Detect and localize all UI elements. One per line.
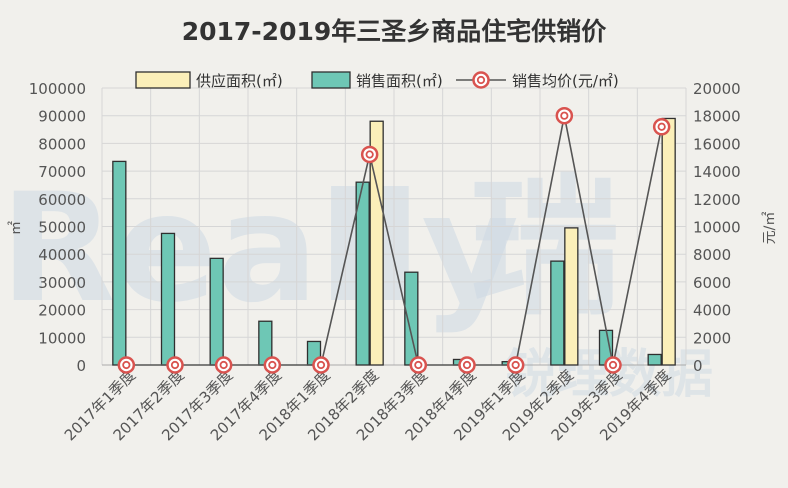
y-tick-label: 30000 (38, 274, 86, 292)
y2-tick-label: 18000 (693, 108, 741, 126)
avg-price-marker-inner (170, 360, 180, 370)
y-tick-label: 70000 (38, 163, 86, 181)
y2-tick-label: 20000 (693, 80, 741, 98)
legend-swatch-supply (135, 71, 191, 89)
watermark-logo: Really (0, 162, 519, 336)
bar-sales-area (112, 160, 127, 366)
y-tick-label: 0 (76, 357, 86, 375)
y2-tick-label: 0 (693, 357, 703, 375)
y-tick-label: 10000 (38, 329, 86, 347)
bars (112, 117, 676, 366)
y2-tick-label: 14000 (693, 163, 741, 181)
y-tick-label: 60000 (38, 191, 86, 209)
avg-price-marker-inner (316, 360, 326, 370)
legend-swatch-sales (311, 71, 351, 89)
avg-price-marker-inner (219, 360, 228, 370)
y2-tick-label: 10000 (693, 219, 741, 237)
avg-price-marker-inner (560, 111, 569, 120)
bar-sales-area (160, 232, 176, 366)
y2-tick-label: 4000 (693, 302, 731, 320)
y2-tick-label: 12000 (693, 191, 741, 209)
y2-axis-title: 元/㎡ (762, 212, 778, 245)
avg-price-marker-inner (122, 360, 131, 370)
y-tick-label: 40000 (38, 246, 86, 264)
bar-sales-area (355, 181, 370, 366)
y-tick-label: 50000 (38, 219, 86, 237)
bar-sales-area (647, 353, 662, 366)
y-tick-label: 100000 (29, 80, 86, 98)
y-axis-title: ㎡ (8, 221, 24, 235)
avg-price-marker-inner (365, 150, 374, 159)
avg-price-marker-inner (608, 360, 618, 370)
avg-price-marker-inner (462, 360, 472, 370)
y2-tick-label: 8000 (693, 246, 731, 264)
chart-title: 2017-2019年三圣乡商品住宅供销价 (182, 17, 608, 46)
gridlines (101, 87, 687, 365)
avg-price-marker-inner (268, 360, 277, 370)
avg-price-marker-inner (414, 360, 423, 370)
bar-sales-area (550, 260, 565, 366)
legend-label-sales: 销售面积(㎡) (356, 72, 443, 90)
legend-label-price: 销售均价(元/㎡) (512, 72, 619, 90)
bar-supply-area (564, 227, 579, 366)
y2-tick-label: 2000 (693, 329, 731, 347)
bar-supply-area (661, 117, 676, 366)
legend-label-supply: 供应面积(㎡) (196, 72, 283, 90)
bar-sales-area (209, 257, 224, 366)
y2-tick-label: 6000 (693, 274, 731, 292)
bar-supply-area (369, 120, 384, 366)
legend: 供应面积(㎡) 销售面积(㎡) 销售均价(元/㎡) (135, 71, 619, 90)
legend-swatch-price-marker-inner (476, 75, 486, 85)
y-tick-label: 20000 (38, 302, 86, 320)
watermark-logo-mark: 瑞 (470, 162, 620, 336)
avg-price-marker-inner (511, 360, 520, 370)
avg-price-line (117, 106, 671, 374)
y-tick-label: 80000 (38, 135, 86, 153)
avg-price-marker-inner (657, 122, 666, 131)
y2-tick-label: 16000 (693, 135, 741, 153)
y-tick-label: 90000 (38, 108, 86, 126)
